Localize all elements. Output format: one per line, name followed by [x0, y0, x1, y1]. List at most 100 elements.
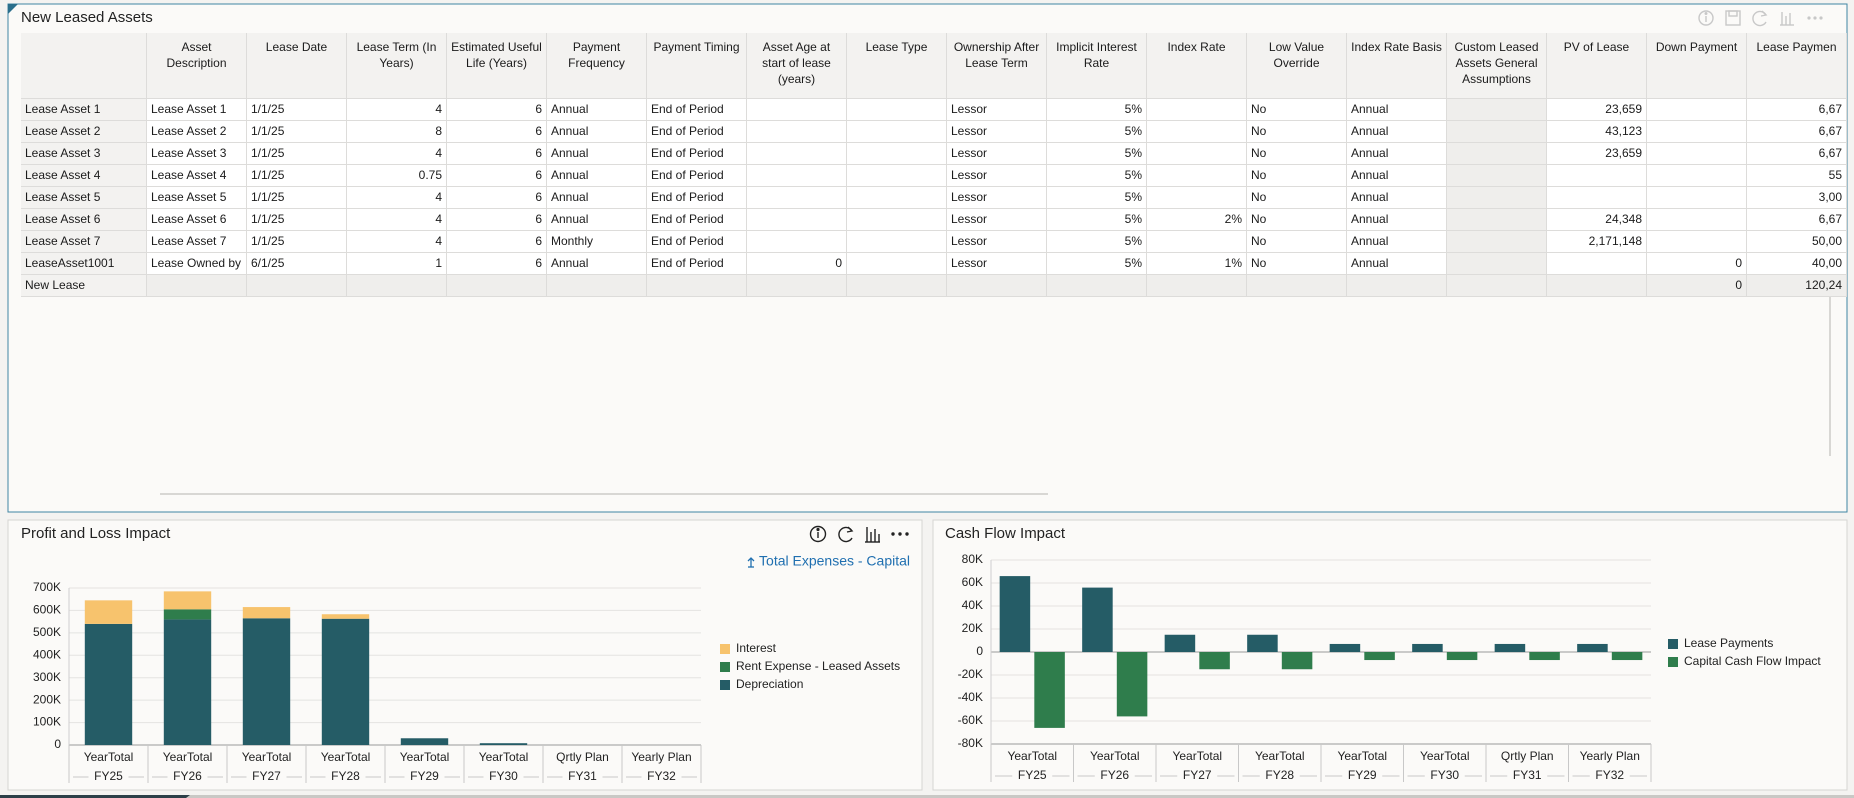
cell[interactable]: 6: [447, 209, 547, 231]
cell[interactable]: Lease Asset 6: [147, 209, 247, 231]
cell[interactable]: 4: [347, 187, 447, 209]
cell[interactable]: 4: [347, 209, 447, 231]
cell[interactable]: Lease Asset 1: [147, 99, 247, 121]
cell[interactable]: Lessor: [947, 209, 1047, 231]
cell[interactable]: 1/1/25: [247, 99, 347, 121]
cell[interactable]: No: [1247, 209, 1347, 231]
cell[interactable]: [1447, 121, 1547, 143]
cell[interactable]: [747, 231, 847, 253]
cell[interactable]: 1/1/25: [247, 165, 347, 187]
cell[interactable]: 6,67: [1747, 121, 1847, 143]
cell[interactable]: [1447, 165, 1547, 187]
cell[interactable]: 5%: [1047, 209, 1147, 231]
cell[interactable]: [447, 275, 547, 297]
cell[interactable]: [1147, 99, 1247, 121]
cell[interactable]: [1647, 143, 1747, 165]
cell[interactable]: 5%: [1047, 99, 1147, 121]
cell[interactable]: End of Period: [647, 165, 747, 187]
refresh-icon[interactable]: [838, 526, 854, 543]
cell[interactable]: Annual: [1347, 209, 1447, 231]
cell[interactable]: [1447, 231, 1547, 253]
cell[interactable]: Lessor: [947, 165, 1047, 187]
cell[interactable]: [847, 209, 947, 231]
cell[interactable]: 4: [347, 143, 447, 165]
cell[interactable]: 6: [447, 121, 547, 143]
cell[interactable]: Annual: [547, 209, 647, 231]
cell[interactable]: 6: [447, 187, 547, 209]
cell[interactable]: Lessor: [947, 121, 1047, 143]
cell[interactable]: 6: [447, 253, 547, 275]
cell[interactable]: End of Period: [647, 187, 747, 209]
cell[interactable]: No: [1247, 143, 1347, 165]
cell[interactable]: 4: [347, 231, 447, 253]
cell[interactable]: [847, 121, 947, 143]
cell[interactable]: Annual: [1347, 143, 1447, 165]
drill-link[interactable]: Total Expenses - Capital: [759, 553, 910, 569]
cell[interactable]: No: [1247, 231, 1347, 253]
cell[interactable]: End of Period: [647, 143, 747, 165]
cell[interactable]: [1647, 231, 1747, 253]
cell[interactable]: Annual: [547, 99, 647, 121]
cell[interactable]: [1547, 253, 1647, 275]
cell[interactable]: [247, 275, 347, 297]
cell[interactable]: [1147, 231, 1247, 253]
cell[interactable]: [847, 187, 947, 209]
save-icon[interactable]: [1725, 10, 1741, 26]
cell[interactable]: Annual: [547, 143, 647, 165]
cell[interactable]: 5%: [1047, 187, 1147, 209]
cell[interactable]: 6,67: [1747, 209, 1847, 231]
cell[interactable]: 1: [347, 253, 447, 275]
cell[interactable]: [1647, 165, 1747, 187]
more-icon[interactable]: [1807, 16, 1823, 20]
cell[interactable]: 50,00: [1747, 231, 1847, 253]
cell[interactable]: Annual: [1347, 165, 1447, 187]
cell[interactable]: Lessor: [947, 231, 1047, 253]
cell[interactable]: End of Period: [647, 209, 747, 231]
cell[interactable]: [1547, 187, 1647, 209]
cell[interactable]: [347, 275, 447, 297]
cell[interactable]: [1447, 253, 1547, 275]
cell[interactable]: Annual: [547, 187, 647, 209]
cell[interactable]: 0: [747, 253, 847, 275]
cell[interactable]: [1147, 143, 1247, 165]
cell[interactable]: Lease Owned by: [147, 253, 247, 275]
cell[interactable]: 5%: [1047, 143, 1147, 165]
cell[interactable]: 5%: [1047, 165, 1147, 187]
cell[interactable]: 0.75: [347, 165, 447, 187]
cell[interactable]: 8: [347, 121, 447, 143]
cell[interactable]: [547, 275, 647, 297]
cell[interactable]: Annual: [1347, 99, 1447, 121]
cell[interactable]: [847, 99, 947, 121]
cell[interactable]: [1447, 209, 1547, 231]
cell[interactable]: [1647, 187, 1747, 209]
drill-icon[interactable]: [747, 557, 755, 568]
cell[interactable]: 2,171,148: [1547, 231, 1647, 253]
cell[interactable]: [747, 275, 847, 297]
cell[interactable]: 1/1/25: [247, 121, 347, 143]
cell[interactable]: 120,24: [1747, 275, 1847, 297]
cell[interactable]: 3,00: [1747, 187, 1847, 209]
cell[interactable]: 1/1/25: [247, 143, 347, 165]
cell[interactable]: 43,123: [1547, 121, 1647, 143]
cell[interactable]: 55: [1747, 165, 1847, 187]
cell[interactable]: Annual: [547, 165, 647, 187]
cell[interactable]: [1447, 187, 1547, 209]
cell[interactable]: 1%: [1147, 253, 1247, 275]
cell[interactable]: 2%: [1147, 209, 1247, 231]
cell[interactable]: [747, 209, 847, 231]
cell[interactable]: [1347, 275, 1447, 297]
cell[interactable]: [747, 143, 847, 165]
cell[interactable]: 0: [1647, 253, 1747, 275]
cell[interactable]: 6/1/25: [247, 253, 347, 275]
cell[interactable]: No: [1247, 99, 1347, 121]
cell[interactable]: [1147, 275, 1247, 297]
cell[interactable]: 5%: [1047, 253, 1147, 275]
cell[interactable]: 23,659: [1547, 143, 1647, 165]
cell[interactable]: End of Period: [647, 253, 747, 275]
refresh-icon[interactable]: [1752, 10, 1768, 27]
cell[interactable]: 1/1/25: [247, 231, 347, 253]
cell[interactable]: [847, 165, 947, 187]
cell[interactable]: [747, 121, 847, 143]
cell[interactable]: Annual: [1347, 187, 1447, 209]
cell[interactable]: [647, 275, 747, 297]
